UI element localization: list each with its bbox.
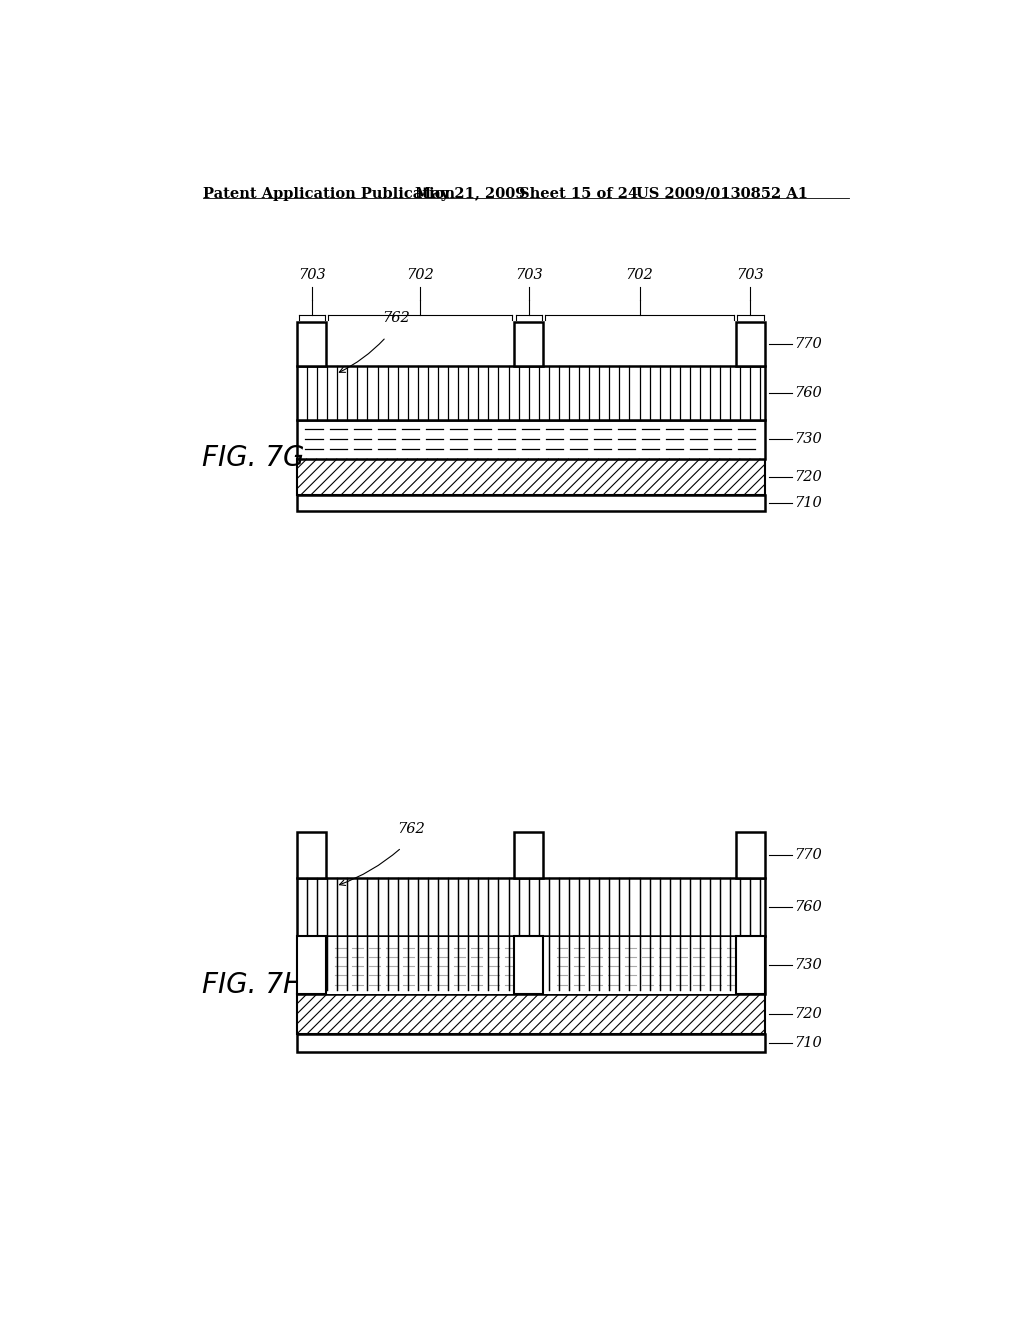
- Bar: [297, 1034, 765, 1052]
- Bar: [297, 878, 765, 936]
- Text: 730: 730: [795, 958, 822, 972]
- Text: 720: 720: [795, 1007, 822, 1020]
- Bar: [735, 322, 765, 367]
- Text: 703: 703: [298, 268, 326, 281]
- Text: 770: 770: [795, 337, 822, 351]
- Text: US 2009/0130852 A1: US 2009/0130852 A1: [636, 187, 808, 201]
- Bar: [735, 936, 765, 994]
- Bar: [297, 459, 765, 495]
- Text: 703: 703: [515, 268, 543, 281]
- Text: 710: 710: [795, 496, 822, 510]
- Text: FIG. 7G: FIG. 7G: [202, 444, 304, 471]
- Text: 702: 702: [407, 268, 434, 281]
- Bar: [297, 832, 327, 878]
- Bar: [514, 936, 544, 994]
- Bar: [735, 832, 765, 878]
- Text: Sheet 15 of 24: Sheet 15 of 24: [519, 187, 639, 201]
- Text: FIG. 7H: FIG. 7H: [202, 972, 303, 999]
- Text: 762: 762: [382, 312, 410, 326]
- Text: 760: 760: [795, 387, 822, 400]
- Text: 703: 703: [736, 268, 764, 281]
- Bar: [297, 936, 327, 994]
- Bar: [297, 367, 765, 420]
- Bar: [514, 832, 544, 878]
- Bar: [297, 994, 765, 1034]
- Text: 762: 762: [397, 822, 425, 836]
- Text: 770: 770: [795, 849, 822, 862]
- Bar: [735, 936, 765, 994]
- Bar: [297, 936, 765, 994]
- Text: 760: 760: [795, 900, 822, 915]
- Text: May 21, 2009: May 21, 2009: [415, 187, 525, 201]
- Bar: [297, 495, 765, 511]
- Text: 720: 720: [795, 470, 822, 484]
- Bar: [298, 937, 764, 994]
- Bar: [297, 936, 327, 994]
- Text: 730: 730: [795, 433, 822, 446]
- Text: Patent Application Publication: Patent Application Publication: [203, 187, 456, 201]
- Bar: [514, 936, 544, 994]
- Bar: [297, 322, 327, 367]
- Text: 702: 702: [626, 268, 653, 281]
- Text: 710: 710: [795, 1036, 822, 1049]
- Bar: [514, 322, 544, 367]
- Bar: [297, 420, 765, 459]
